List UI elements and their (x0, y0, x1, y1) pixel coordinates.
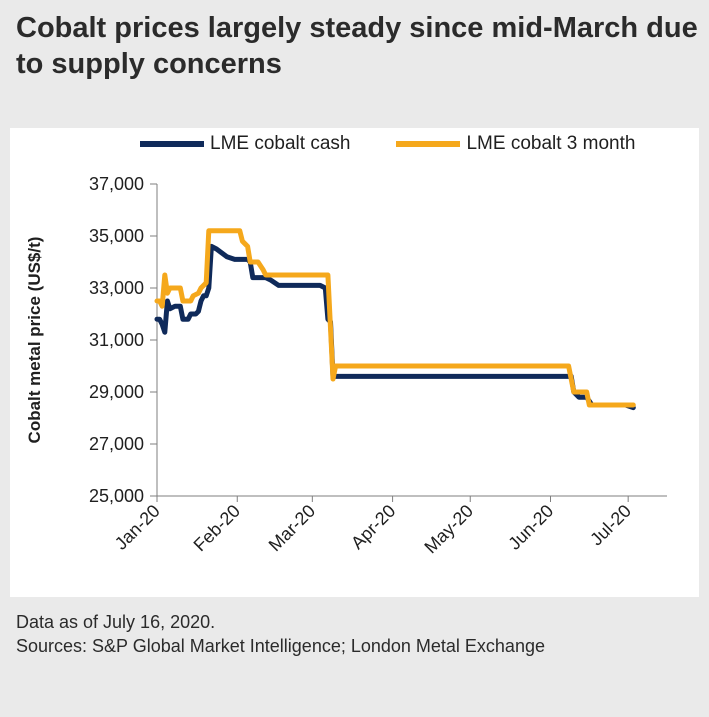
y-axis: 25,000 27,000 29,000 31,000 33,000 35,000 37,0… (89, 174, 158, 506)
series-lines (154, 228, 636, 411)
x-axis: Jan-20 Feb-20 Mar-20 Apr-20 May-20 Jun-20 Jul-… (111, 495, 667, 557)
chart-panel: LME cobalt cash LME cobalt 3 month 25,00… (10, 128, 699, 597)
sources-note: Sources: S&P Global Market Intelligence;… (16, 636, 545, 656)
footer: Data as of July 16, 2020. Sources: S&P G… (16, 610, 701, 658)
y-tick-label: 31,000 (89, 330, 144, 350)
y-tick-label: 25,000 (89, 486, 144, 506)
legend-item-3-month: LME cobalt 3 month (396, 133, 635, 155)
y-tick-label: 27,000 (89, 434, 144, 454)
y-axis-title: Cobalt metal price (US$/t) (25, 237, 44, 444)
x-tick-label: Jan-20 (111, 501, 164, 554)
x-tick-label: May-20 (420, 501, 477, 558)
series-line-3-month (154, 228, 636, 408)
y-tick-label: 33,000 (89, 278, 144, 298)
legend-swatch-cash (140, 141, 204, 147)
x-tick-label: Jun-20 (504, 501, 557, 554)
data-date-note: Data as of July 16, 2020. (16, 612, 216, 632)
line-chart: 25,000 27,000 29,000 31,000 33,000 35,000 37,0… (25, 174, 667, 557)
y-tick-label: 35,000 (89, 226, 144, 246)
chart-legend: LME cobalt cash LME cobalt 3 month (140, 132, 681, 156)
y-tick-label: 37,000 (89, 174, 144, 194)
y-ticks: 25,000 27,000 29,000 31,000 33,000 35,000 37,0… (89, 174, 157, 506)
legend-label-cash: LME cobalt cash (210, 133, 351, 154)
legend-item-cash: LME cobalt cash (140, 133, 350, 155)
chart-title: Cobalt prices largely steady since mid-M… (16, 12, 698, 80)
legend-swatch-3-month (396, 141, 461, 147)
y-tick-label: 29,000 (89, 382, 144, 402)
x-ticks: Jan-20 Feb-20 Mar-20 Apr-20 May-20 Jun-20 Jul-… (111, 496, 635, 557)
x-tick-label: Mar-20 (265, 501, 319, 555)
x-tick-label: Feb-20 (190, 501, 244, 555)
legend-label-3-month: LME cobalt 3 month (466, 133, 636, 154)
series-line-cash (154, 243, 636, 411)
x-tick-label: Jul-20 (586, 501, 635, 550)
x-tick-label: Apr-20 (347, 501, 399, 553)
